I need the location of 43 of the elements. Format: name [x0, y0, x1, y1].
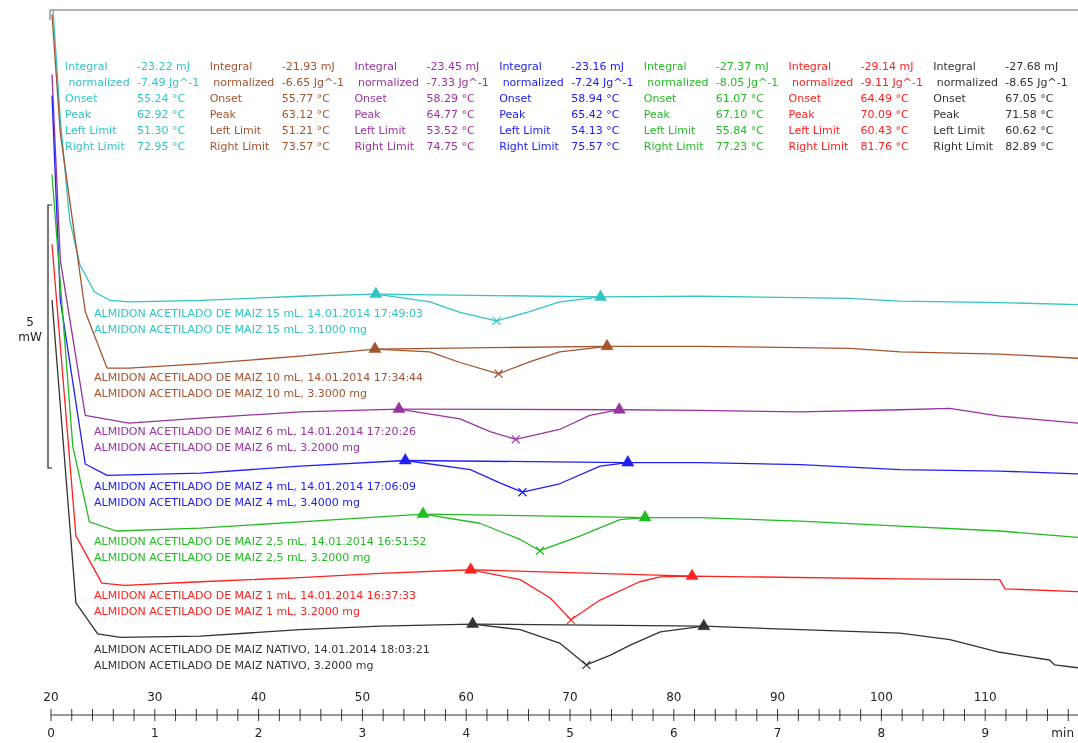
x-tick-label: 1 — [150, 726, 159, 740]
annotation: ALMIDON ACETILADO DE MAIZ 2,5 mL, 3.2000 mg — [94, 551, 371, 565]
series-label: ALMIDON ACETILADO DE MAIZ NATIVO, 14.01.2014 18:03:21 — [94, 643, 430, 657]
x-tick-label: 2 — [254, 726, 263, 740]
y-axis-title: 5 mW — [18, 315, 42, 344]
text: Integral -21.93 mJ normalized -6.65 Jg^-1 Onset 55.77 °C Peak 63.12 °C Left Limit 51.21 °C Right Limit 73.57 °C — [209, 60, 345, 153]
x-tick-label: 6 — [669, 726, 678, 740]
x2-tick-label: 70 — [562, 690, 578, 704]
x2-tick-label: 110 — [973, 690, 997, 704]
series-label: ALMIDON ACETILADO DE MAIZ 15 mL, 14.01.2014 17:49:03 — [94, 307, 424, 321]
annotation: ALMIDON ACETILADO DE MAIZ 6 mL, 3.2000 mg — [94, 441, 360, 455]
text: Integral -23.16 mJ normalized -7.24 Jg^-1 Onset 58.94 °C Peak 65.42 °C Left Limit 54.13 °C Right Limit 75.57 °C — [499, 60, 634, 153]
x2-tick-label: 100 — [869, 690, 893, 704]
x-tick-label: 5 — [566, 726, 574, 740]
annotation: ALMIDON ACETILADO DE MAIZ NATIVO, 3.2000 mg — [94, 659, 374, 673]
x-tick-label: 9 — [981, 726, 990, 740]
text: Integral -29.14 mJ normalized -9.11 Jg^-1 Onset 64.49 °C Peak 70.09 °C Left Limit 60.43 °C Right Limit 81.76 °C — [788, 60, 923, 153]
x-tick-label: 3 — [358, 726, 367, 740]
x-axis-title: min — [1051, 726, 1074, 740]
series-label: ALMIDON ACETILADO DE MAIZ 1 mL, 14.01.2014 16:37:33 — [94, 588, 417, 602]
x2-tick-label: 80 — [666, 690, 682, 704]
x2-tick-label: 40 — [250, 690, 267, 704]
annotation: ALMIDON ACETILADO DE MAIZ 10 mL, 3.3000 mg — [94, 386, 367, 400]
x-tick-label: 4 — [462, 726, 471, 740]
x2-tick-label: 50 — [354, 690, 371, 704]
text: Integral -27.37 mJ normalized -8.05 Jg^-1 Onset 61.07 °C Peak 67.10 °C Left Limit 55.84 °C Right Limit 77.23 °C — [643, 60, 779, 153]
x-tick-label: 0 — [47, 726, 55, 740]
x2-tick-label: 60 — [458, 690, 474, 704]
series-label: ALMIDON ACETILADO DE MAIZ 2,5 mL, 14.01.2014 16:51:52 — [94, 535, 427, 549]
x2-tick-label: 30 — [147, 690, 163, 704]
x2-tick-label: 20 — [43, 690, 59, 704]
text: Integral -27.68 mJ normalized -8.65 Jg^-1 Onset 67.05 °C Peak 71.58 °C Left Limit 60.62 °C Right Limit 82.89 °C — [933, 60, 1068, 153]
annotation: ALMIDON ACETILADO DE MAIZ 1 mL, 3.2000 mg — [94, 604, 360, 618]
x2-tick-label: 90 — [769, 690, 786, 704]
series-label: ALMIDON ACETILADO DE MAIZ 10 mL, 14.01.2014 17:34:44 — [94, 370, 424, 384]
x-tick-label: 7 — [773, 726, 782, 740]
series-label: ALMIDON ACETILADO DE MAIZ 6 mL, 14.01.2014 17:20:26 — [94, 425, 417, 439]
series-label: ALMIDON ACETILADO DE MAIZ 4 mL, 14.01.2014 17:06:09 — [94, 480, 417, 494]
x-tick-label: 8 — [877, 726, 886, 740]
annotation: ALMIDON ACETILADO DE MAIZ 4 mL, 3.4000 mg — [94, 496, 360, 510]
text: Integral -23.45 mJ normalized -7.33 Jg^-1 Onset 58.29 °C Peak 64.77 °C Left Limit 53.52 °C Right Limit 74.75 °C — [354, 60, 489, 153]
annotation: ALMIDON ACETILADO DE MAIZ 15 mL, 3.1000 mg — [94, 323, 367, 337]
text: Integral -23.22 mJ normalized -7.49 Jg^-1 Onset 55.24 °C Peak 62.92 °C Left Limit 51.30 °C Right Limit 72.95 °C — [65, 60, 200, 153]
